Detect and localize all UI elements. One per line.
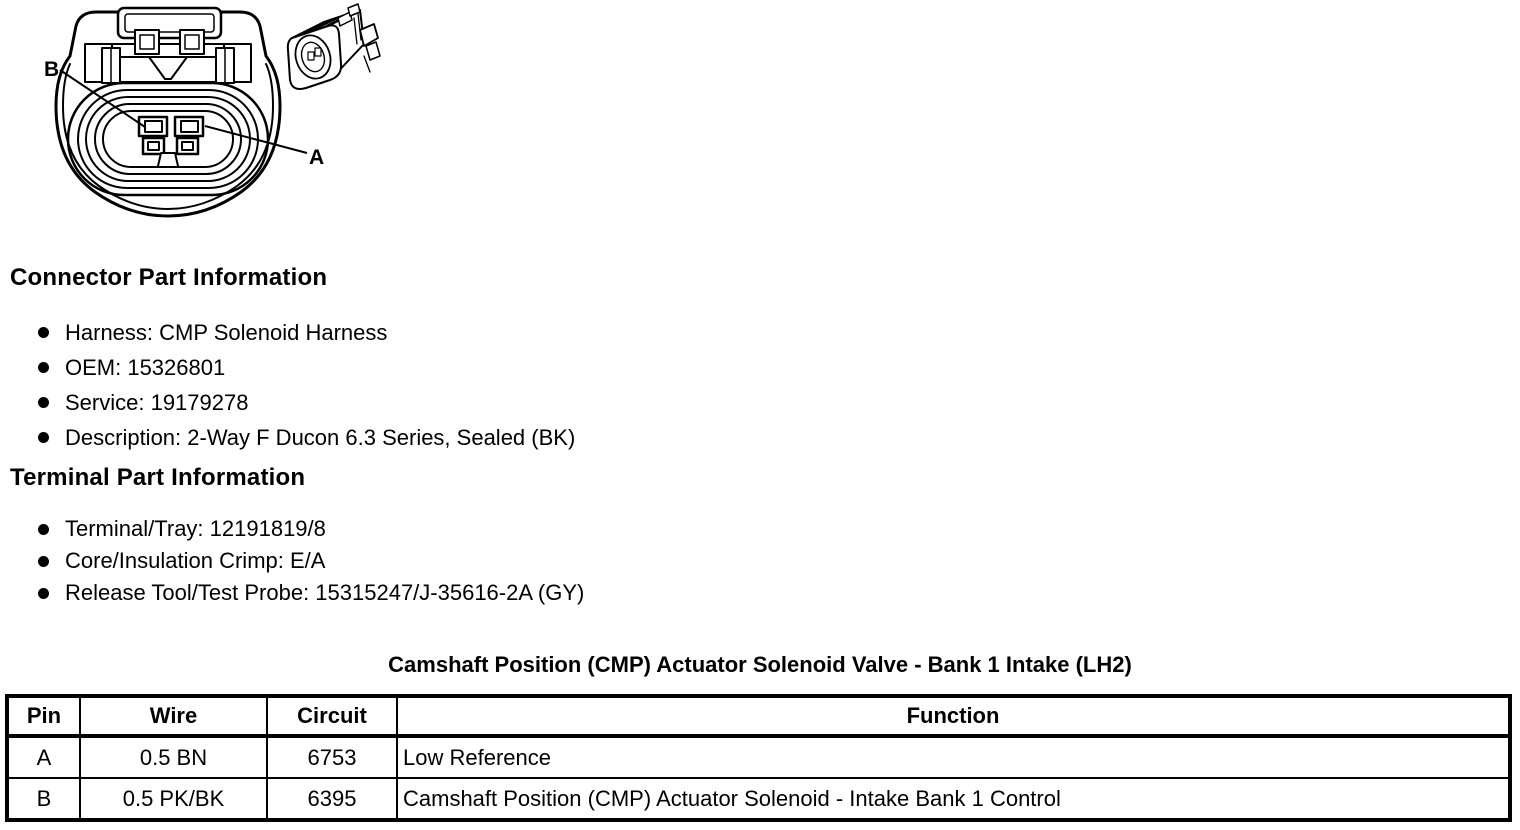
list-item-text: Release Tool/Test Probe: 15315247/J-3561… — [65, 580, 585, 605]
function-cell: Low Reference — [396, 735, 1511, 779]
pinout-table-title: Camshaft Position (CMP) Actuator Solenoi… — [388, 652, 1132, 677]
col-header-circuit: Circuit — [266, 695, 398, 738]
pin-b-label: B — [44, 58, 59, 81]
pin-cell: A — [6, 735, 81, 779]
connector-info-heading: Connector Part Information — [10, 264, 328, 291]
bullet-icon — [38, 397, 49, 408]
bullet-icon — [38, 587, 49, 599]
list-item: Core/Insulation Crimp: E/A — [10, 545, 584, 577]
list-item-text: OEM: 15326801 — [65, 354, 226, 380]
table-row: A 0.5 BN 6753 Low Reference — [6, 735, 1511, 779]
circuit-cell: 6395 — [266, 777, 398, 821]
terminal-info-heading: Terminal Part Information — [10, 464, 306, 491]
list-item: Release Tool/Test Probe: 15315247/J-3561… — [10, 577, 584, 609]
bullet-icon — [38, 362, 49, 373]
pinout-table: Pin Wire Circuit Function A 0.5 BN 6753 … — [5, 694, 1512, 822]
connector-front-view — [54, 6, 282, 218]
list-item: OEM: 15326801 — [10, 350, 575, 385]
table-header-row: Pin Wire Circuit Function — [6, 695, 1511, 738]
wire-cell: 0.5 PK/BK — [79, 777, 268, 821]
list-item: Service: 19179278 — [10, 385, 575, 420]
list-item: Harness: CMP Solenoid Harness — [10, 315, 575, 350]
pin-b-cavity — [137, 115, 169, 156]
pin-a-leader-line — [204, 125, 308, 154]
list-item-text: Core/Insulation Crimp: E/A — [65, 548, 326, 573]
terminal-info-list: Terminal/Tray: 12191819/8 Core/Insulatio… — [10, 513, 584, 609]
list-item-text: Service: 19179278 — [65, 389, 249, 415]
bullet-icon — [38, 523, 49, 535]
function-cell: Camshaft Position (CMP) Actuator Solenoi… — [396, 777, 1511, 821]
col-header-function: Function — [396, 695, 1511, 738]
pin-cell: B — [6, 777, 81, 821]
list-item-text: Harness: CMP Solenoid Harness — [65, 319, 388, 345]
pin-a-cavity — [173, 115, 205, 156]
circuit-cell: 6753 — [266, 735, 398, 779]
bullet-icon — [38, 432, 49, 443]
col-header-pin: Pin — [6, 695, 81, 738]
connector-diagram: B A — [44, 3, 381, 218]
bullet-icon — [38, 327, 49, 338]
bullet-icon — [38, 555, 49, 567]
connector-isometric-view — [286, 3, 381, 90]
pin-a-label: A — [309, 146, 324, 169]
wire-cell: 0.5 BN — [79, 735, 268, 779]
col-header-wire: Wire — [79, 695, 268, 738]
pin-b-leader-line — [59, 69, 146, 128]
list-item: Description: 2-Way F Ducon 6.3 Series, S… — [10, 420, 575, 455]
table-row: B 0.5 PK/BK 6395 Camshaft Position (CMP)… — [6, 777, 1511, 821]
connector-info-list: Harness: CMP Solenoid Harness OEM: 15326… — [10, 315, 575, 455]
list-item-text: Terminal/Tray: 12191819/8 — [65, 516, 326, 541]
list-item-text: Description: 2-Way F Ducon 6.3 Series, S… — [65, 424, 576, 450]
list-item: Terminal/Tray: 12191819/8 — [10, 513, 584, 545]
